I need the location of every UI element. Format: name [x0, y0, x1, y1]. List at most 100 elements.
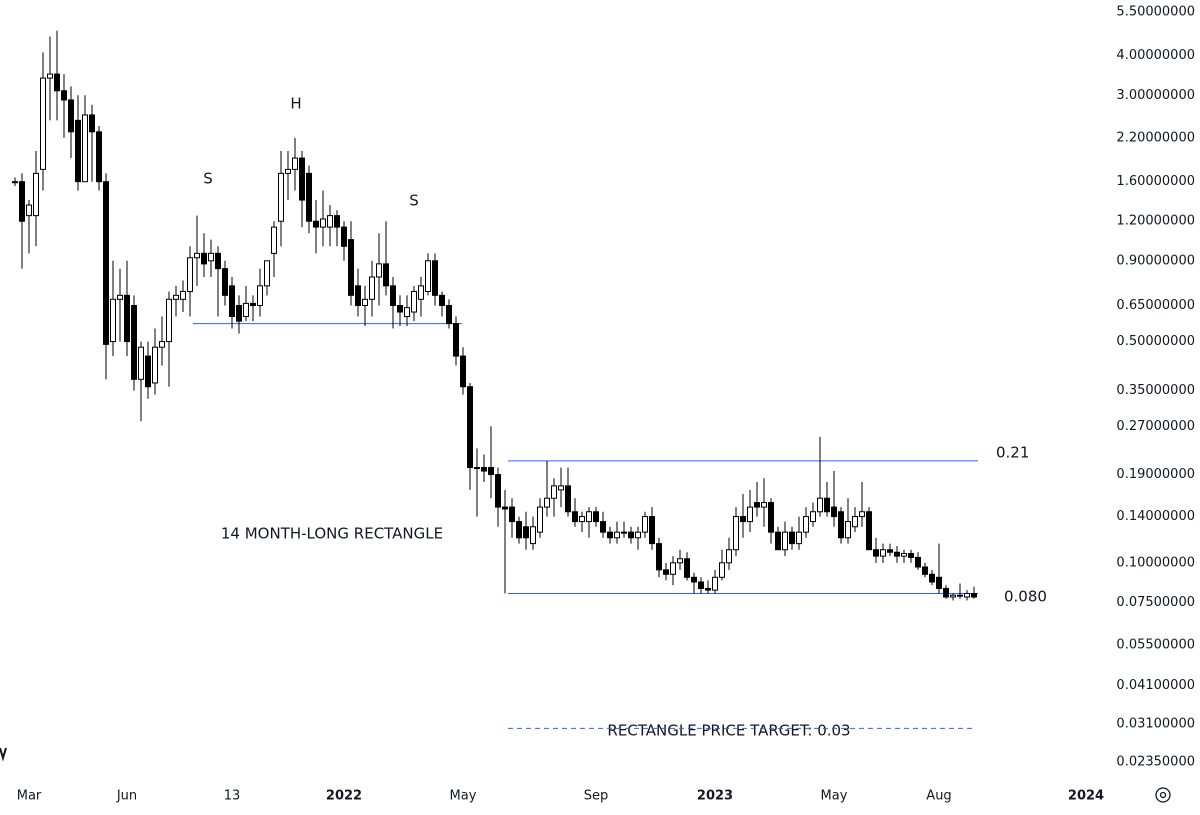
x-tick-label: Aug	[926, 789, 951, 804]
candle-body	[950, 594, 956, 598]
head-label: H	[290, 95, 301, 113]
candle-body	[838, 511, 844, 539]
candle-body	[313, 220, 319, 228]
candle-body	[124, 294, 130, 343]
y-tick-label: 1.20000000	[1116, 214, 1195, 229]
candle-body	[719, 562, 725, 578]
candle-body	[929, 573, 935, 583]
x-tick-label: Mar	[17, 789, 42, 804]
candle-body	[586, 511, 592, 523]
candle-body	[26, 204, 32, 217]
x-tick-label: May	[450, 789, 477, 804]
y-tick-label: 0.35000000	[1116, 383, 1195, 398]
rectangle-label: 14 MONTH-LONG RECTANGLE	[221, 525, 443, 543]
candle-body	[502, 506, 508, 510]
level-label: 0.21	[996, 444, 1029, 462]
candle-body	[936, 576, 942, 589]
x-tick-label: May	[821, 789, 848, 804]
candle-body	[887, 549, 893, 553]
candle-body	[698, 581, 704, 589]
candle-body	[383, 263, 389, 287]
candle-body	[327, 215, 333, 228]
candle-body	[544, 497, 550, 508]
candles	[12, 30, 977, 601]
candle-body	[957, 594, 963, 597]
y-tick-label: 0.27000000	[1116, 419, 1195, 434]
y-tick-label: 3.00000000	[1116, 88, 1195, 103]
candle-body	[145, 355, 151, 388]
candle-body	[285, 168, 291, 174]
candle-body	[348, 239, 354, 296]
x-tick-label: 2024	[1068, 789, 1104, 804]
candle-body	[439, 294, 445, 307]
y-tick-label: 1.60000000	[1116, 174, 1195, 189]
candle-body	[306, 172, 312, 222]
candle-body	[789, 531, 795, 545]
candle-body	[432, 260, 438, 296]
candle-body	[47, 73, 53, 79]
settings-icon[interactable]	[1155, 787, 1171, 803]
candle-body	[208, 252, 214, 262]
candle-body	[901, 553, 907, 557]
candle-body	[572, 511, 578, 523]
candle-body	[915, 556, 921, 568]
candle-body	[460, 355, 466, 388]
candle-body	[404, 307, 410, 318]
candle-body	[754, 502, 760, 508]
candle-body	[33, 172, 39, 217]
candle-body	[845, 521, 851, 539]
candle-body	[726, 549, 732, 564]
candle-body	[600, 521, 606, 533]
candle-body	[873, 549, 879, 557]
candle-body	[117, 294, 123, 300]
candle-body	[257, 285, 263, 307]
candle-body	[817, 497, 823, 513]
candle-body	[369, 276, 375, 300]
candle-body	[495, 474, 501, 508]
candle-body	[180, 290, 186, 300]
candle-body	[761, 502, 767, 508]
candle-body	[362, 298, 368, 307]
candle-body	[292, 157, 298, 170]
y-tick-label: 0.50000000	[1116, 334, 1195, 349]
settings-core[interactable]	[1159, 791, 1167, 799]
candle-body	[649, 516, 655, 545]
candle-body	[852, 516, 858, 528]
candle-body	[488, 467, 494, 476]
candle-body	[355, 285, 361, 307]
candle-body	[390, 285, 396, 307]
candle-body	[75, 119, 81, 183]
candle-body	[663, 569, 669, 575]
candle-body	[194, 252, 200, 259]
y-tick-label: 0.65000000	[1116, 298, 1195, 313]
candle-body	[768, 502, 774, 533]
candle-body	[418, 285, 424, 300]
candle-body	[173, 294, 179, 300]
candle-body	[54, 73, 60, 92]
candle-body	[12, 181, 18, 184]
candle-body	[110, 298, 116, 343]
candle-body	[558, 485, 564, 491]
y-tick-label: 0.05500000	[1116, 638, 1195, 653]
y-tick-label: 0.19000000	[1116, 467, 1195, 482]
settings-ring[interactable]	[1155, 787, 1171, 803]
candle-body	[775, 531, 781, 551]
y-tick-label: 0.90000000	[1116, 253, 1195, 268]
candle-body	[579, 516, 585, 523]
x-tick-label: 2022	[326, 789, 362, 804]
candle-body	[229, 285, 235, 318]
candle-body	[481, 467, 487, 472]
candle-body	[215, 252, 221, 270]
candle-body	[824, 497, 830, 513]
x-tick-label: Sep	[584, 789, 609, 804]
candle-body	[474, 467, 480, 470]
candle-body	[712, 576, 718, 591]
candle-body	[530, 526, 536, 545]
candle-body	[40, 77, 46, 170]
candle-body	[103, 181, 109, 345]
candle-body	[796, 531, 802, 545]
candle-body	[82, 114, 88, 183]
candle-body	[908, 553, 914, 558]
